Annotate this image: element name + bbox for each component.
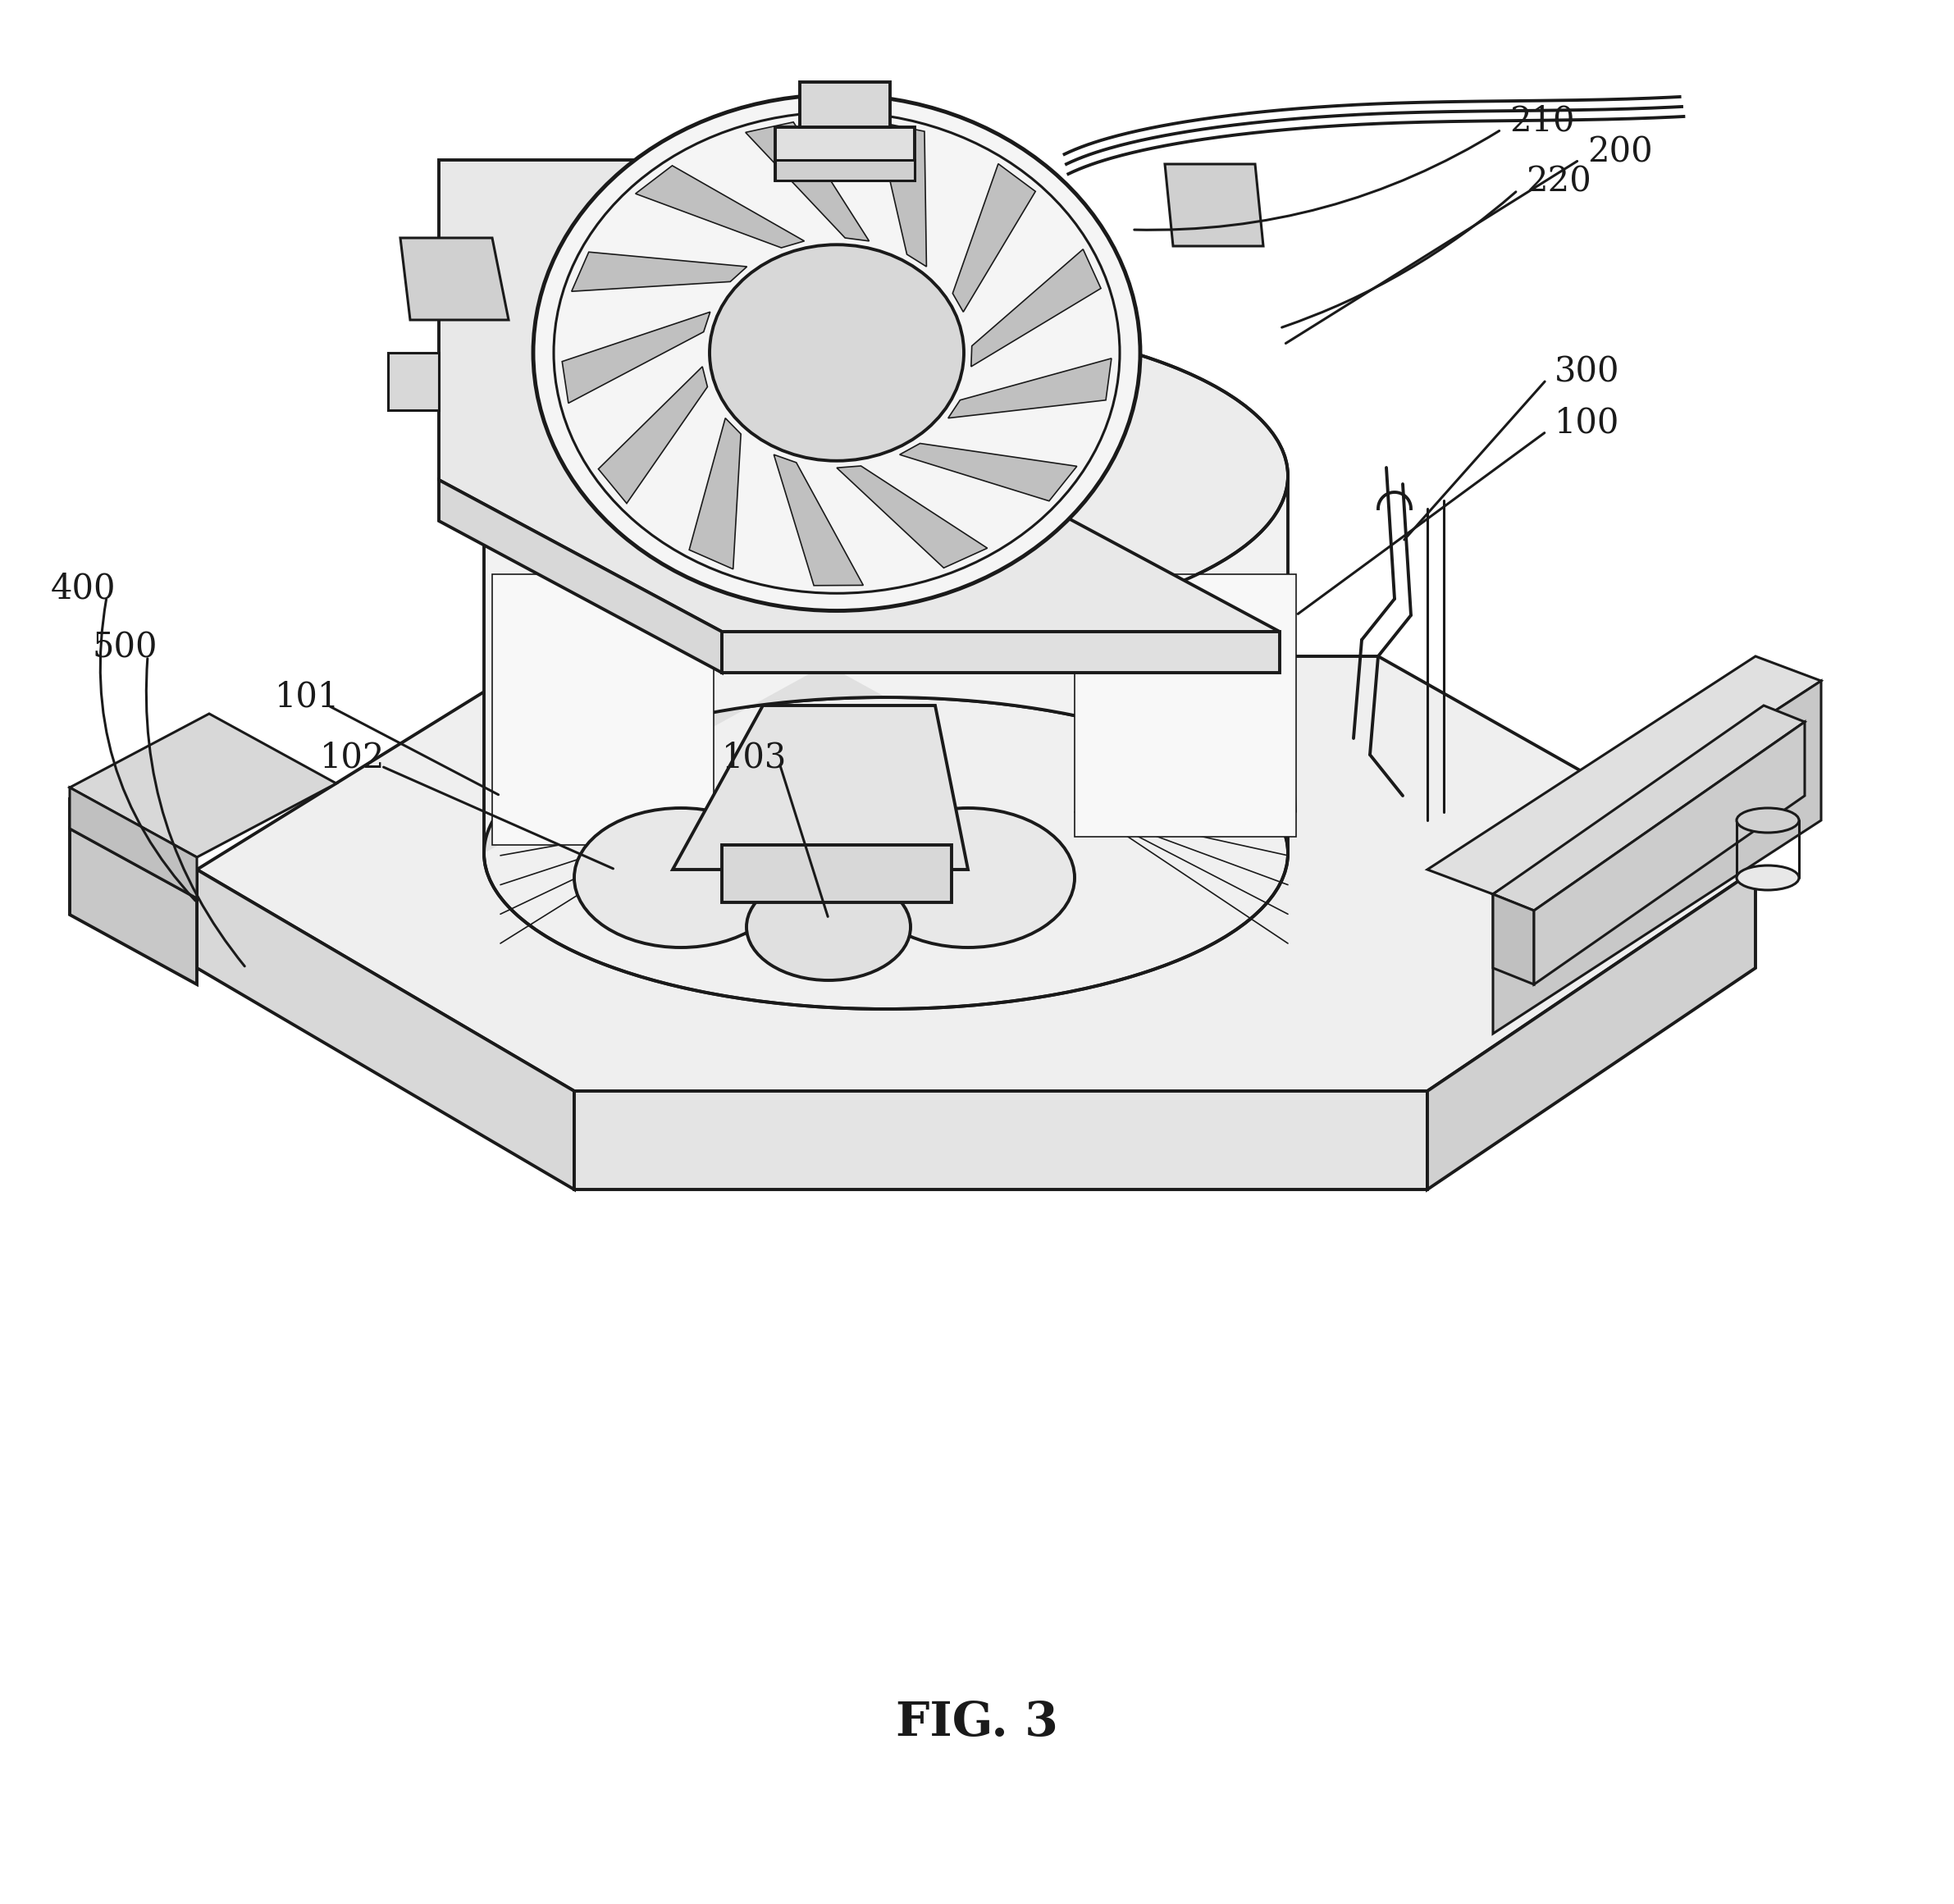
Ellipse shape [746,874,911,981]
Polygon shape [776,160,914,181]
Polygon shape [389,352,440,409]
Polygon shape [721,845,952,902]
Polygon shape [492,575,713,845]
Text: 103: 103 [721,741,787,775]
Text: FIG. 3: FIG. 3 [895,1700,1059,1746]
Polygon shape [563,312,709,404]
Polygon shape [1493,895,1534,984]
Polygon shape [485,476,1288,853]
Polygon shape [836,466,987,567]
Polygon shape [197,870,574,1190]
Polygon shape [401,238,508,320]
Polygon shape [948,358,1112,419]
Polygon shape [440,160,1280,632]
Polygon shape [70,828,197,984]
Ellipse shape [862,807,1075,948]
Polygon shape [1493,706,1805,910]
Text: 400: 400 [51,571,115,605]
Ellipse shape [1737,866,1800,889]
Polygon shape [971,249,1100,367]
Text: 100: 100 [1555,406,1620,440]
Polygon shape [197,657,1755,1091]
Polygon shape [440,480,721,672]
Polygon shape [1493,682,1821,1034]
Polygon shape [899,444,1077,501]
Ellipse shape [485,320,1288,632]
Polygon shape [672,706,967,870]
Polygon shape [635,166,805,248]
Text: 210: 210 [1508,105,1575,139]
Polygon shape [70,800,197,899]
Polygon shape [954,164,1036,312]
Polygon shape [574,1091,1426,1190]
Polygon shape [573,251,746,291]
Ellipse shape [574,807,787,948]
Polygon shape [774,455,864,586]
Ellipse shape [485,697,1288,1009]
Polygon shape [690,419,741,569]
Polygon shape [70,714,336,857]
Text: 300: 300 [1555,354,1620,388]
Polygon shape [721,632,1280,672]
Polygon shape [1165,164,1264,246]
Polygon shape [776,128,914,181]
Polygon shape [877,122,926,267]
Ellipse shape [533,95,1141,611]
Text: 101: 101 [276,680,340,714]
Ellipse shape [709,246,963,461]
Text: 500: 500 [92,630,156,664]
Polygon shape [1534,722,1805,984]
Polygon shape [598,367,707,503]
Polygon shape [485,476,885,853]
Polygon shape [1075,575,1296,836]
Ellipse shape [1737,807,1800,832]
Polygon shape [1426,657,1821,895]
Polygon shape [799,82,889,128]
Polygon shape [1426,870,1755,1190]
Text: 220: 220 [1526,166,1591,200]
Text: 200: 200 [1587,135,1653,169]
Text: 102: 102 [320,741,385,775]
Polygon shape [746,122,870,242]
Polygon shape [70,788,197,899]
